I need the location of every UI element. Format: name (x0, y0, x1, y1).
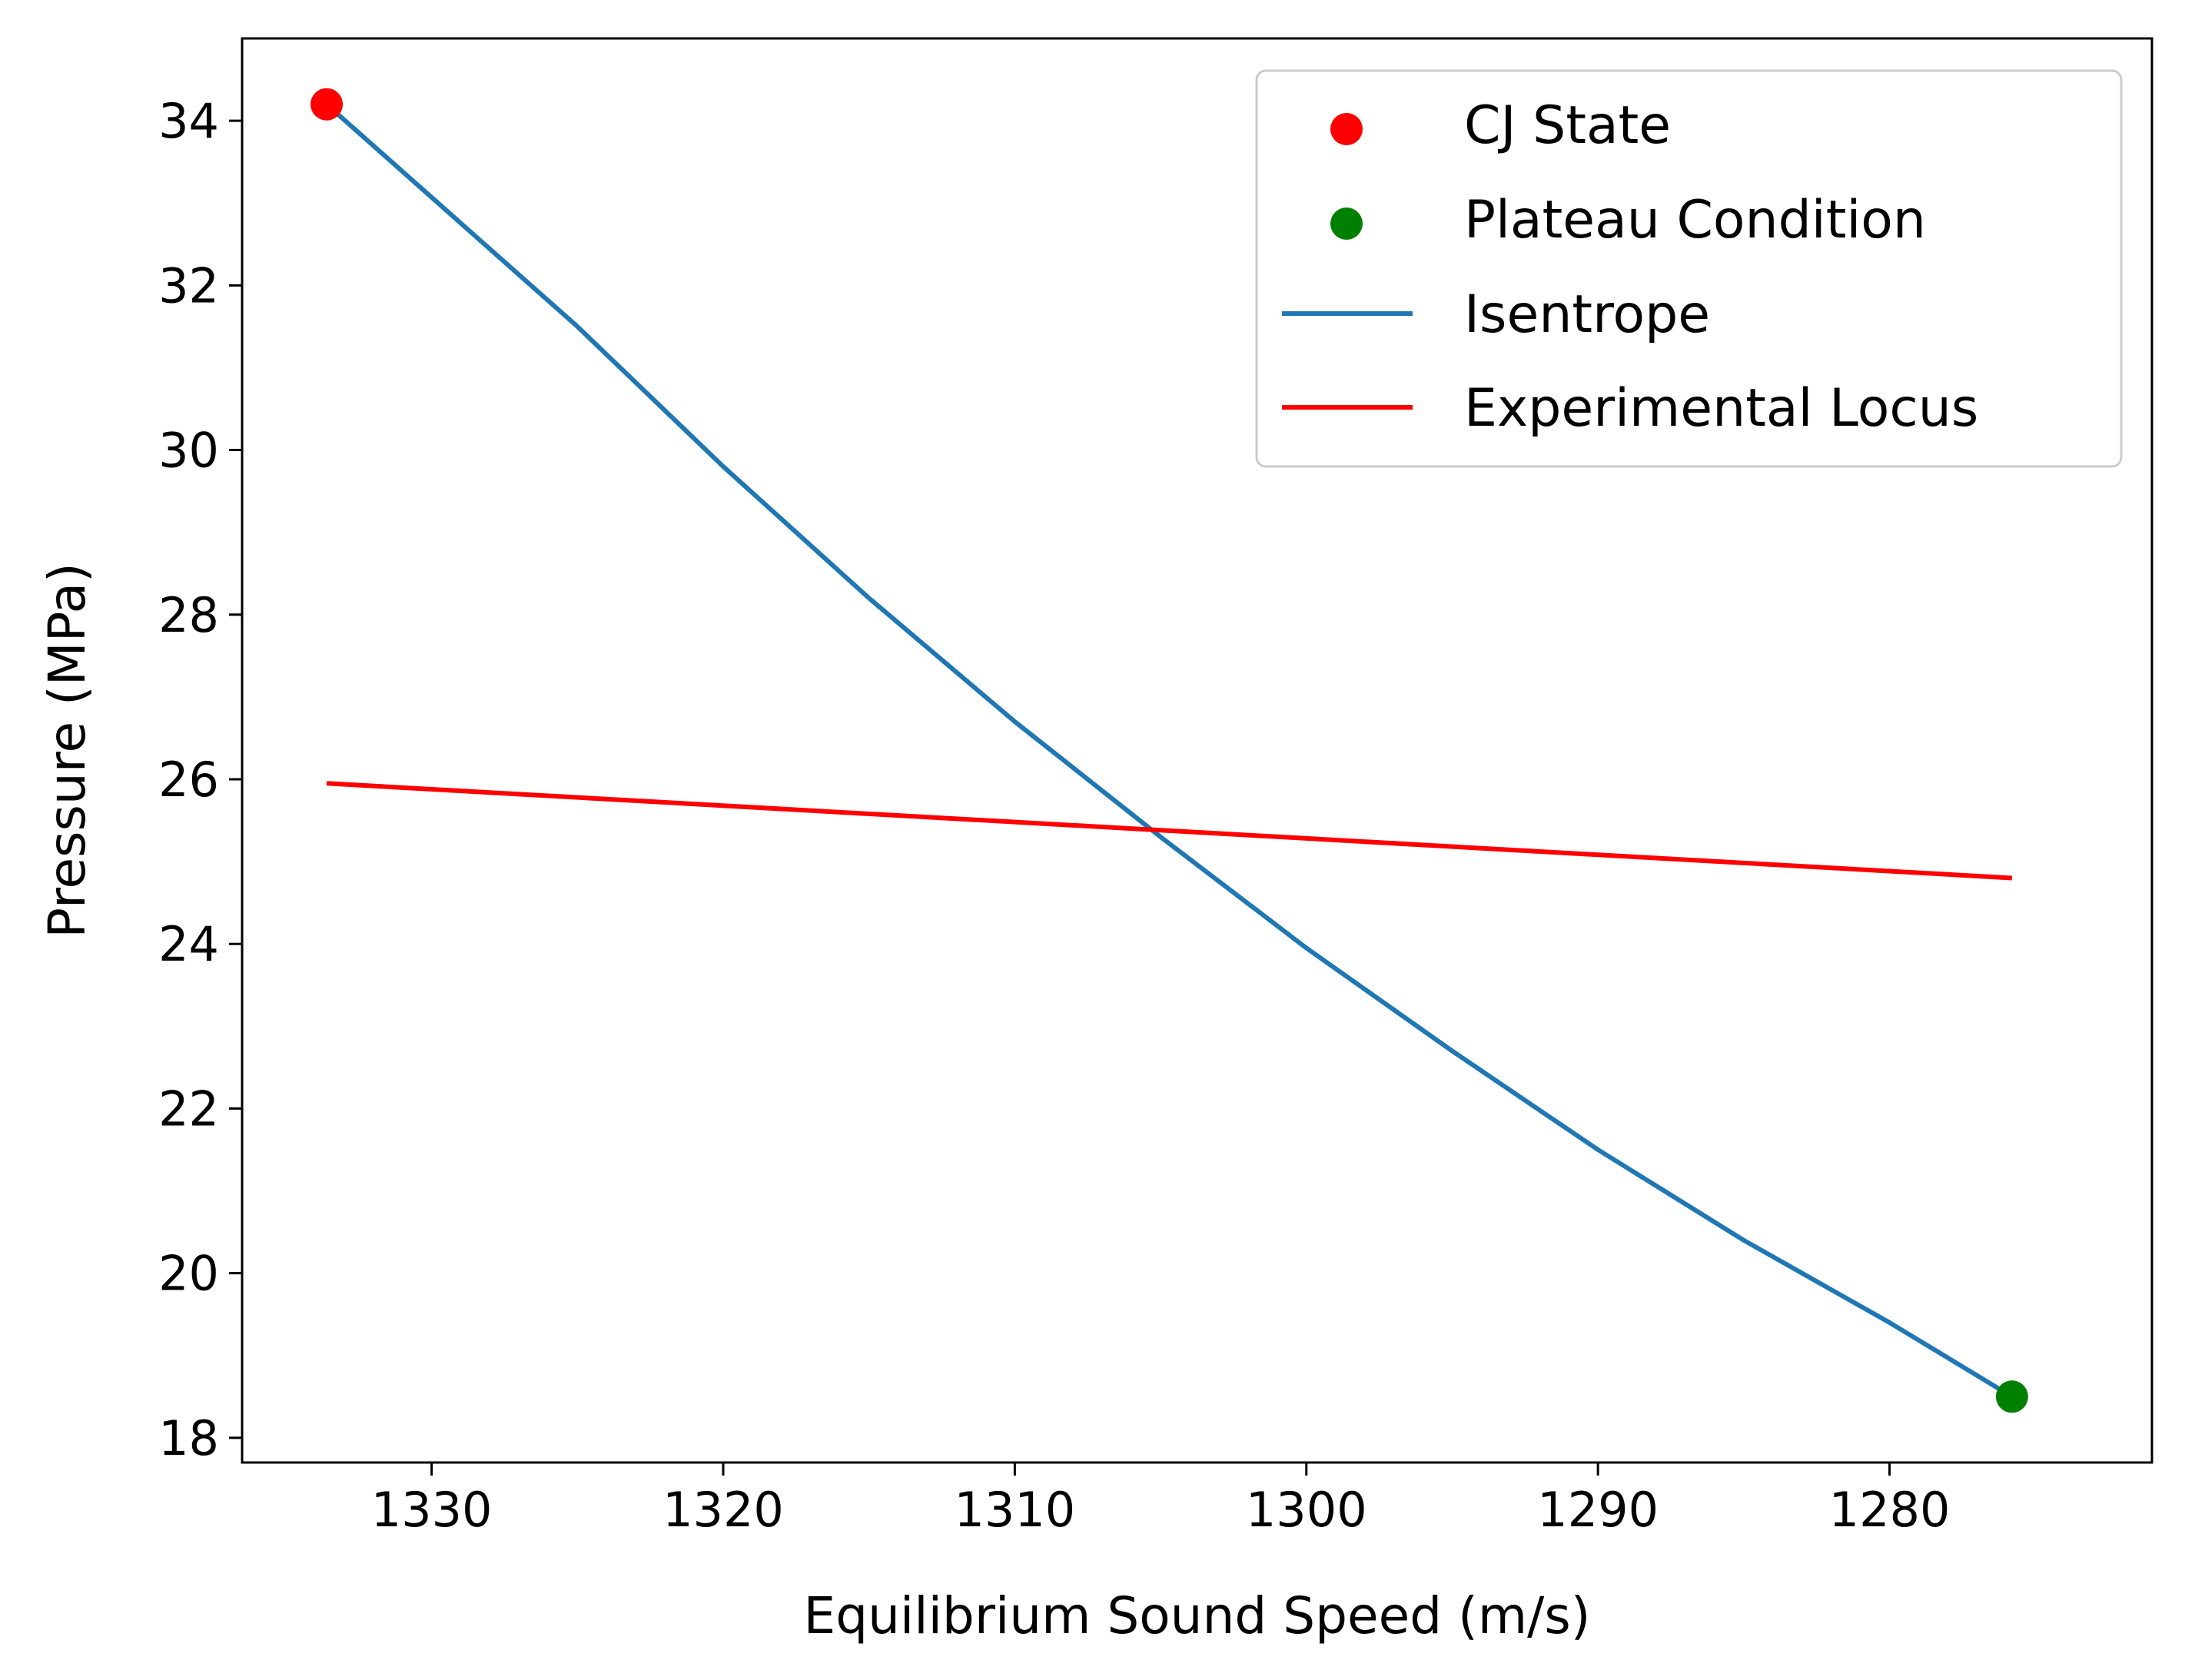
legend-label-plateau-condition: Plateau Condition (1464, 190, 1926, 251)
x-tick-label-2: 1310 (954, 1482, 1075, 1538)
legend-marker-cj-state (1330, 113, 1363, 145)
legend-label-experimental-locus: Experimental Locus (1464, 378, 1978, 439)
legend-label-isentrope: Isentrope (1464, 284, 1710, 345)
plot-frame (241, 37, 2153, 1464)
x-tick-label-5: 1280 (1829, 1482, 1951, 1538)
plateau-condition-point-0 (1995, 1380, 2028, 1413)
x-axis-label: Equilibrium Sound Speed (m/s) (804, 1586, 1591, 1645)
y-tick-label-4: 26 (158, 752, 219, 808)
x-axis: 1330 1320 1310 1300 1290 1280 (371, 1463, 1951, 1538)
isentrope-line (325, 102, 2014, 1399)
y-tick-label-0: 18 (158, 1410, 219, 1466)
legend-box (1255, 69, 2123, 468)
y-axis: 18 20 22 24 26 28 30 32 34 (158, 93, 242, 1466)
y-tick-label-7: 32 (158, 257, 219, 314)
x-tick-label-0: 1330 (371, 1482, 493, 1538)
legend: CJ State Plateau Condition Isentrope Experi… (1255, 69, 2123, 468)
legend-label-cj-state: CJ State (1464, 95, 1671, 156)
y-tick-label-2: 22 (158, 1081, 219, 1137)
x-tick-label-4: 1290 (1537, 1482, 1659, 1538)
x-tick-label-3: 1300 (1246, 1482, 1367, 1538)
y-tick-label-3: 24 (158, 916, 219, 972)
y-tick-label-5: 28 (158, 587, 219, 643)
legend-marker-plateau-condition (1330, 208, 1363, 240)
x-tick-label-1: 1320 (662, 1482, 784, 1538)
y-tick-label-6: 30 (158, 423, 219, 479)
experimental-locus-line (326, 781, 2013, 881)
y-tick-label-8: 34 (158, 93, 219, 149)
plot-area (310, 88, 2028, 1413)
cj-state-point-0 (310, 88, 344, 121)
y-tick-label-1: 20 (158, 1246, 219, 1302)
y-axis-label: Pressure (MPa) (38, 563, 97, 938)
